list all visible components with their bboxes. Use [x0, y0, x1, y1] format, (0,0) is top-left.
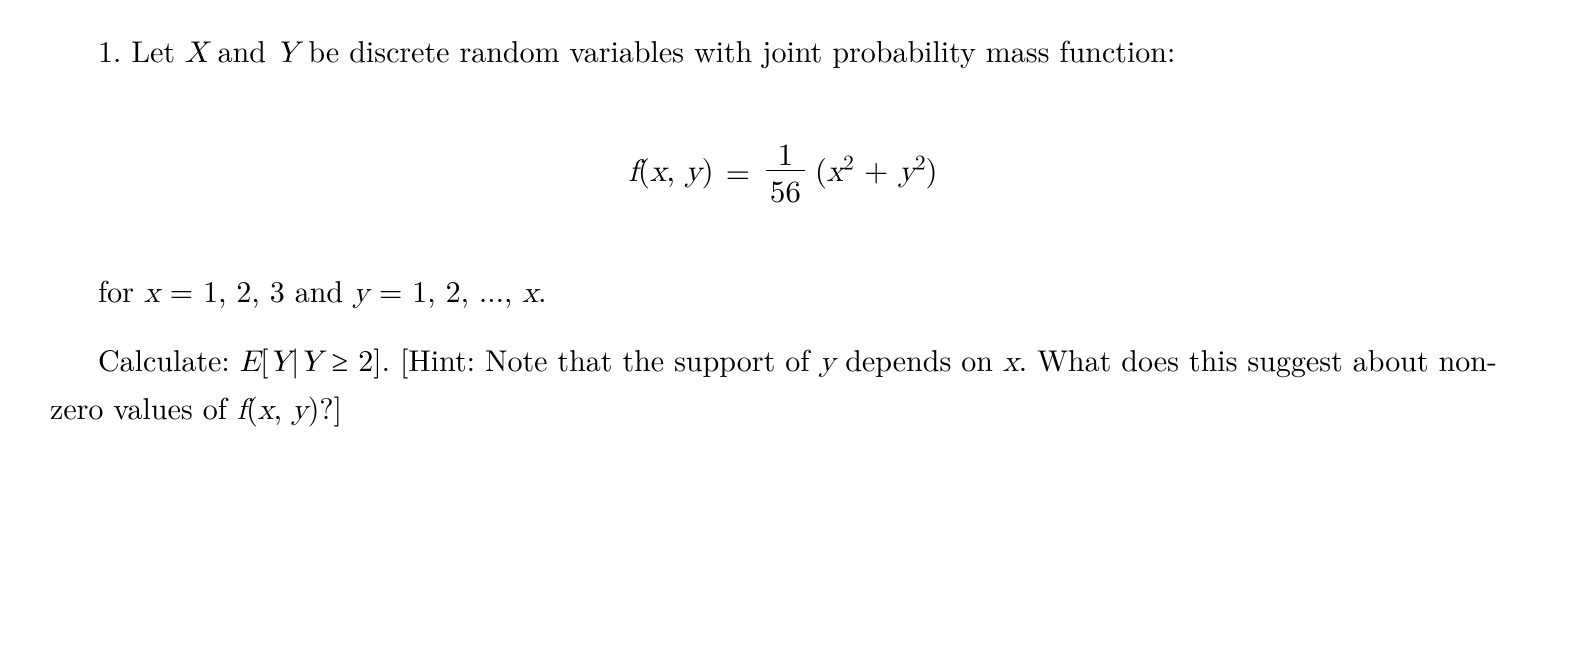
task-Y1: Y	[268, 347, 291, 377]
task-geq: ≥ 2	[322, 337, 373, 380]
eq-lhs: f(x, y)	[628, 146, 713, 196]
eq-rhs-y: y	[899, 157, 915, 188]
eq-comma: ,	[666, 146, 685, 190]
domain-x: x	[144, 278, 160, 308]
hint-x: x	[1003, 347, 1019, 377]
eq-open: (	[638, 146, 650, 190]
eq-sup-2b: 2	[915, 146, 926, 176]
domain-xend: x	[522, 278, 538, 308]
eq-rhs: (x2 + y2)	[815, 146, 938, 196]
domain-y: y	[353, 278, 369, 308]
eq-close: )	[702, 146, 714, 190]
var-X: X	[185, 38, 208, 68]
hint-f-comma: ,	[274, 385, 292, 428]
intro-mid: and	[208, 28, 276, 71]
eq-rhs-open: (	[815, 146, 827, 190]
eq-rhs-close: )	[926, 146, 938, 190]
hint-y: y	[819, 347, 835, 377]
calc-label: Calculate:	[98, 337, 240, 380]
hint-fy: y	[292, 395, 308, 425]
problem-intro: 1. Let X and Y be discrete random variab…	[50, 28, 1516, 76]
hint-fx: x	[258, 395, 274, 425]
task-close: ]	[373, 337, 381, 380]
hint-f: f	[237, 395, 246, 425]
eq-plus: +	[854, 146, 899, 190]
intro-prefix: Let	[131, 28, 185, 71]
intro-suffix: be discrete random variables with joint …	[298, 28, 1175, 71]
eq-f: f	[628, 157, 638, 188]
domain-period: .	[538, 268, 546, 311]
hint-open: [Hint: Note that the support of	[400, 337, 819, 380]
joint-pmf-equation: f(x, y) = 1 56 (x2 + y2)	[50, 136, 1516, 206]
eq-sup-2a: 2	[843, 146, 854, 176]
domain-line: for x = 1, 2, 3 and y = 1, 2, ..., x.	[50, 268, 1516, 316]
eq-fraction: 1 56	[766, 136, 805, 206]
eq-equals: =	[726, 148, 750, 193]
eq-frac-num: 1	[774, 136, 798, 171]
eq-frac-den: 56	[766, 170, 805, 206]
var-Y: Y	[276, 38, 299, 68]
task-paragraph: Calculate: E[Y|Y ≥ 2]. [Hint: Note that …	[50, 337, 1516, 432]
task-Y2: Y	[299, 347, 322, 377]
equation-inner: f(x, y) = 1 56 (x2 + y2)	[628, 136, 937, 206]
hint-f-close: )?]	[308, 385, 342, 428]
eq-rhs-x: x	[827, 157, 843, 188]
domain-eq1: = 1, 2, 3 and	[160, 268, 353, 311]
eq-x: x	[650, 157, 666, 188]
task-period: .	[382, 337, 400, 380]
hint-mid: depends on	[835, 337, 1003, 380]
problem-number: 1.	[98, 28, 121, 71]
domain-eq2: = 1, 2, ...,	[369, 268, 522, 311]
domain-for: for	[98, 268, 144, 311]
problem-page: 1. Let X and Y be discrete random variab…	[0, 0, 1576, 432]
task-E: E	[240, 347, 260, 377]
eq-y: y	[685, 157, 701, 188]
hint-f-open: (	[246, 385, 258, 428]
